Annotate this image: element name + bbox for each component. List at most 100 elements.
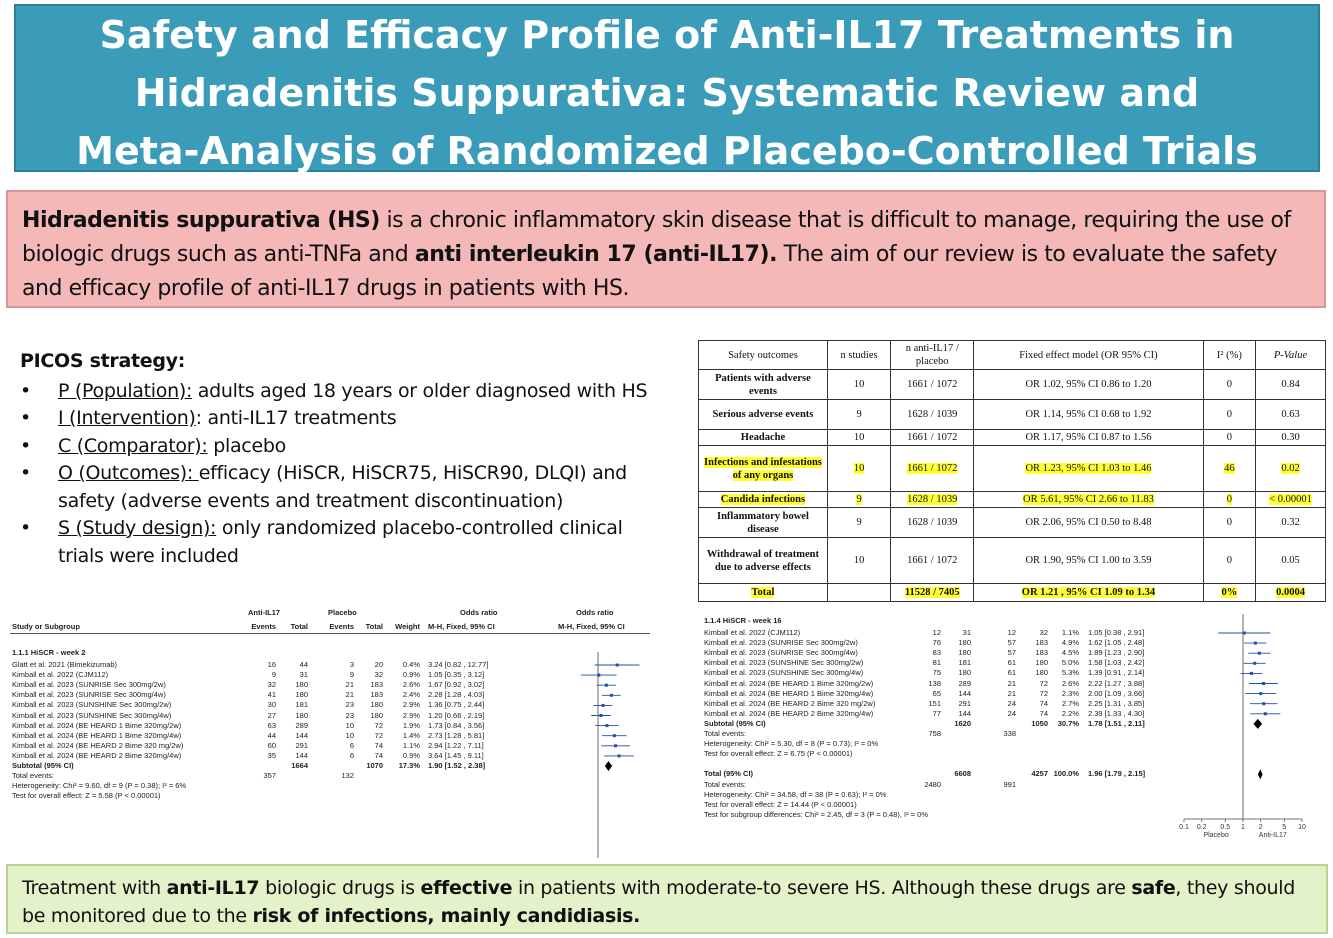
table-cell: 1628 / 1039 bbox=[890, 399, 975, 430]
study-name: Kimball et al. 2023 (SUNRISE Sec 300mg/2… bbox=[704, 638, 858, 648]
header-cell: I² (%) bbox=[1202, 340, 1257, 370]
events-value: 357 bbox=[263, 771, 276, 781]
events-value: 12 bbox=[932, 628, 941, 637]
safety-outcomes-table: Safety outcomes n studies n anti-IL17 / … bbox=[698, 340, 1326, 602]
table-cell: 0 bbox=[1202, 507, 1257, 538]
point-estimate bbox=[601, 703, 605, 707]
ci-value: 1.20 [0.66 , 2.19] bbox=[428, 710, 485, 720]
total-value: 180 bbox=[1035, 658, 1048, 668]
ci-value: 2.73 [1.28 , 5.81] bbox=[428, 730, 485, 740]
point-estimate bbox=[612, 734, 616, 738]
weight-value: 2.9% bbox=[402, 700, 420, 710]
forest-plot-week-2: Anti-IL17 Placebo Odds ratio Odds ratio Stud… bbox=[10, 606, 660, 858]
table-cell: 11528 / 7405 bbox=[890, 583, 975, 602]
ci-value: 2.22 [1.27 , 3.88] bbox=[1088, 678, 1145, 688]
table-cell: 0 bbox=[1202, 369, 1257, 400]
picos-label: I (Intervention) bbox=[58, 407, 196, 429]
table-cell: 1661 / 1072 bbox=[890, 537, 975, 584]
axis-tick-label: 0.2 bbox=[1197, 824, 1207, 831]
total-value: 180 bbox=[958, 668, 971, 678]
events-value: 9 bbox=[271, 670, 276, 680]
events-value: 9 bbox=[349, 670, 354, 680]
ci-value: 2.00 [1.09 , 3.66] bbox=[1088, 688, 1145, 698]
total-value: 74 bbox=[1039, 708, 1048, 718]
table-row: Patients with adverse events 10 1661 / 107… bbox=[698, 369, 1326, 400]
total-value: 74 bbox=[1039, 698, 1048, 708]
overall-effect-text: Test for overall effect: Z = 6.75 (P < 0… bbox=[704, 749, 853, 759]
events-value: 132 bbox=[341, 771, 354, 781]
heterogeneity-text: Heterogeneity: Chi² = 34.58, df = 38 (P … bbox=[704, 789, 887, 799]
cell-text: 1661 / 1072 bbox=[907, 555, 958, 566]
odds-ratio-header: Odds ratio bbox=[460, 608, 498, 617]
total-value: 32 bbox=[1039, 628, 1048, 637]
axis-label-placebo: Placebo bbox=[1203, 832, 1228, 839]
table-cell: 10 bbox=[826, 369, 892, 400]
study-name: Kimball et al. 2024 (BE HEARD 1 Bime 320… bbox=[704, 678, 874, 688]
total-value: 180 bbox=[295, 710, 308, 720]
total-value: 144 bbox=[295, 750, 308, 760]
cell-text: 0 bbox=[1226, 432, 1232, 443]
intro-text-2: The aim of our review is to evaluate the… bbox=[22, 242, 1278, 301]
total-value: 1620 bbox=[954, 718, 971, 728]
axis-tick-label: 0.5 bbox=[1220, 824, 1230, 831]
total-value: 289 bbox=[295, 720, 308, 730]
conclusion-text: , they should be monitored due to the bbox=[22, 877, 1296, 927]
total-value: 1070 bbox=[366, 761, 383, 770]
conclusion-bold: safe bbox=[1131, 877, 1176, 899]
point-estimate bbox=[1262, 702, 1266, 706]
study-name: Kimball et al. 2024 (BE HEARD 1 Bime 320… bbox=[12, 720, 182, 730]
total-value: 180 bbox=[958, 638, 971, 648]
table-row: Candida infections 9 1628 / 1039 OR 5.61, 9… bbox=[698, 491, 1326, 508]
ci-value: 3.64 [1.45 , 9.11] bbox=[428, 750, 484, 760]
study-name: Kimball et al. 2024 (BE HEARD 2 Bime 320… bbox=[704, 698, 876, 708]
total-value: 72 bbox=[1039, 678, 1048, 688]
events-value: 12 bbox=[1007, 628, 1016, 637]
forest-plot-svg: 0.1 0.2 0.5 1 2 5 10 Placebo Anti-IL17 bbox=[1179, 614, 1306, 839]
picos-item-population: P (Population): adults aged 18 years or … bbox=[20, 378, 670, 406]
table-cell: OR 1.17, 95% CI 0.87 to 1.56 bbox=[973, 429, 1204, 446]
subgroup-title: 1.1.4 HiSCR - week 16 bbox=[704, 616, 782, 625]
cell-text: 10 bbox=[853, 555, 865, 566]
table-cell: Total bbox=[698, 583, 828, 602]
cell-text: Serious adverse events bbox=[712, 409, 814, 420]
weight-value: 4.5% bbox=[1061, 648, 1079, 658]
cell-text: OR 2.06, 95% CI 0.50 to 8.48 bbox=[1025, 517, 1152, 528]
point-estimate bbox=[614, 744, 618, 748]
events-value: 57 bbox=[1007, 648, 1016, 658]
events-value: 61 bbox=[1007, 668, 1016, 678]
events-value: 23 bbox=[345, 710, 354, 720]
total-value: 72 bbox=[374, 730, 383, 740]
total-header: Total bbox=[290, 622, 308, 631]
table-cell: < 0.00001 bbox=[1255, 491, 1326, 508]
ci-value: 1.89 [1.23 , 2.90] bbox=[1088, 648, 1145, 658]
cell-text: 1661 / 1072 bbox=[907, 463, 958, 474]
point-estimate bbox=[604, 683, 608, 687]
picos-label: O (Outcomes): bbox=[58, 462, 199, 484]
table-cell: 0.63 bbox=[1255, 399, 1326, 430]
cell-text: 10 bbox=[853, 379, 865, 390]
cell-text: Headache bbox=[740, 432, 786, 443]
weight-value: 1.1% bbox=[402, 740, 420, 750]
header-cell: Safety outcomes bbox=[698, 340, 828, 370]
ci-value: 1.36 [0.75 , 2.44] bbox=[428, 700, 485, 710]
events-value: 6 bbox=[349, 750, 354, 760]
title-line-2: Hidradenitis Suppurativa: Systematic Rev… bbox=[134, 71, 1200, 115]
conclusion-box: Treatment with anti-IL17 biologic drugs … bbox=[6, 864, 1328, 934]
ci-value: 1.96 [1.79 , 2.15] bbox=[1088, 769, 1146, 779]
table-cell: OR 1.21 , 95% CI 1.09 to 1.34 bbox=[973, 583, 1204, 602]
study-name: Kimball et al. 2024 (BE HEARD 2 Bime 320… bbox=[12, 750, 182, 760]
table-cell: OR 5.61, 95% CI 2.66 to 11.83 bbox=[973, 491, 1204, 508]
events-value: 57 bbox=[1007, 638, 1016, 648]
ci-value: 1.73 [0.84 , 3.56] bbox=[428, 720, 485, 730]
subtotal-diamond bbox=[604, 761, 613, 771]
total-value: 44 bbox=[299, 660, 308, 669]
events-value: 77 bbox=[932, 708, 941, 718]
table-cell: 0.84 bbox=[1255, 369, 1326, 400]
picos-text: efficacy (HiSCR, HiSCR75, HiSCR90, DLQI)… bbox=[58, 462, 627, 512]
events-value: 65 bbox=[932, 688, 941, 698]
introduction-box: Hidradenitis suppurativa (HS) is a chron… bbox=[6, 190, 1326, 308]
forest-plot-week-16: 1.1.4 HiSCR - week 16 Kimball et al. 2022… bbox=[702, 612, 1332, 858]
weight-value: 2.2% bbox=[1061, 708, 1079, 718]
total-value: 181 bbox=[958, 658, 971, 668]
total-value: 180 bbox=[370, 700, 383, 710]
